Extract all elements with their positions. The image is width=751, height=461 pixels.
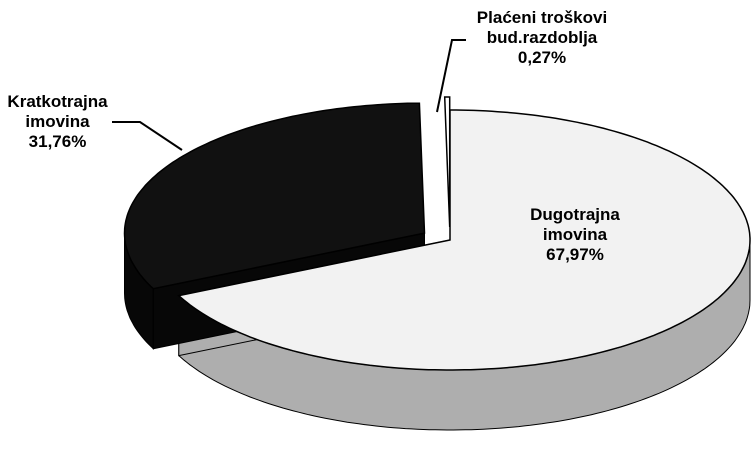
slice xyxy=(123,102,426,290)
label: Dugotrajna imovina 67,97% xyxy=(515,205,635,265)
label-box: Plaćeni troškovi bud.razdoblja 0,27% xyxy=(462,8,622,68)
value-label: 67,97% xyxy=(546,245,604,264)
value-label: 0,27% xyxy=(517,48,567,67)
label: Plaćeni troškovi bud.razdoblja 0,27% xyxy=(462,8,622,68)
label-box: Dugotrajna imovina 67,97% xyxy=(515,205,635,265)
category-label: Plaćeni troškovi bud.razdoblja xyxy=(476,8,608,47)
category-label: Dugotrajna imovina xyxy=(530,205,620,244)
leader-line xyxy=(436,39,466,113)
category-label: Kratkotrajna imovina xyxy=(7,92,108,131)
label: Kratkotrajna imovina 31,76% xyxy=(0,92,115,152)
pie xyxy=(123,96,751,431)
slice xyxy=(177,109,751,371)
slice xyxy=(443,96,451,228)
label-box: Kratkotrajna imovina 31,76% xyxy=(0,92,115,152)
value-label: 31,76% xyxy=(28,132,87,151)
leader-line xyxy=(112,121,183,151)
